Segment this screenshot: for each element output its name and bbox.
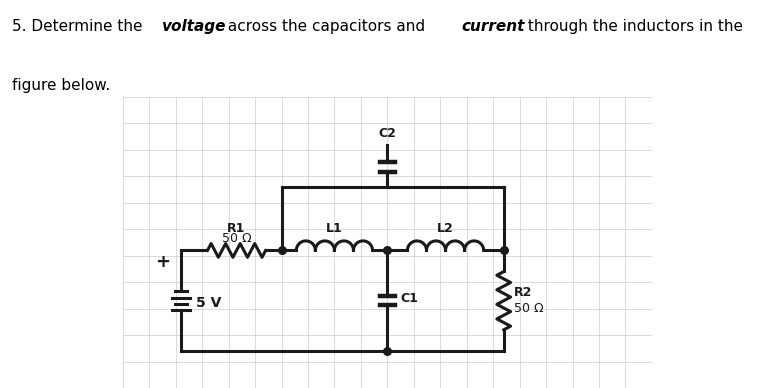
Text: across the capacitors and: across the capacitors and <box>223 19 430 35</box>
Text: R1: R1 <box>227 222 245 235</box>
Text: current: current <box>462 19 525 35</box>
Text: through the inductors in the: through the inductors in the <box>523 19 743 35</box>
Text: C1: C1 <box>400 291 419 305</box>
Text: L2: L2 <box>437 222 454 235</box>
Text: figure below.: figure below. <box>12 78 110 93</box>
Text: 50 Ω: 50 Ω <box>222 232 252 245</box>
Text: R2: R2 <box>515 286 533 299</box>
Text: voltage: voltage <box>162 19 226 35</box>
Text: 5 V: 5 V <box>196 296 221 310</box>
Text: +: + <box>155 253 170 271</box>
Text: L1: L1 <box>326 222 343 235</box>
Text: 5. Determine the: 5. Determine the <box>12 19 146 35</box>
Text: 50 Ω: 50 Ω <box>515 302 544 315</box>
Text: C2: C2 <box>378 127 397 140</box>
